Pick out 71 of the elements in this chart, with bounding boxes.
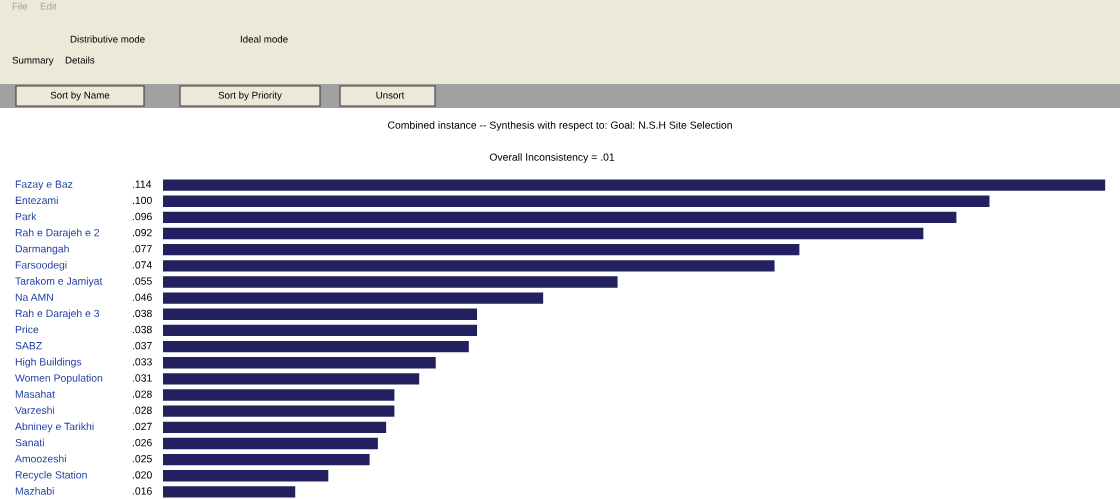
- y-tick-label: SABZ: [15, 341, 42, 350]
- y-tick-label: Farsoodegi: [15, 260, 67, 271]
- bar: [163, 244, 800, 256]
- data-label: .038: [132, 309, 152, 318]
- bar: [163, 276, 618, 288]
- text: Edit: [40, 2, 57, 10]
- y-tick-label: Mazhabi: [15, 487, 54, 495]
- bar: [163, 340, 469, 353]
- y-tick-label: Darmangah: [15, 244, 69, 255]
- bar: [163, 211, 957, 224]
- data-label: .100: [132, 196, 152, 205]
- bar: [163, 486, 296, 498]
- chart-subtitle: Overall Inconsistency = .01: [489, 153, 615, 163]
- data-label: .033: [132, 358, 152, 366]
- data-label: .028: [132, 390, 152, 398]
- data-label: .046: [132, 293, 152, 301]
- text: Sort by Priority: [218, 91, 282, 101]
- data-label: .016: [132, 487, 152, 495]
- text: Sort by Name: [50, 91, 110, 101]
- bar: [163, 227, 924, 240]
- data-label: .092: [132, 228, 152, 237]
- text: Distributive mode: [70, 35, 145, 43]
- bar: [163, 260, 775, 272]
- bar: [163, 437, 378, 450]
- bar: [163, 179, 1106, 191]
- data-label: .096: [132, 212, 152, 221]
- data-label: .026: [132, 438, 152, 447]
- y-tick-label: Rah e Darajeh e 2: [15, 228, 100, 239]
- bar: [163, 405, 395, 417]
- y-tick-label: Entezami: [15, 196, 58, 205]
- y-tick-label: Amoozeshi: [15, 454, 66, 463]
- y-tick-label: Price: [15, 325, 39, 334]
- data-label: .025: [132, 455, 152, 463]
- text: Summary: [12, 56, 54, 66]
- bar: [163, 292, 544, 304]
- bar: [163, 389, 395, 401]
- data-label: .037: [132, 341, 152, 350]
- data-label: .077: [132, 245, 152, 253]
- text: Ideal mode: [240, 35, 288, 43]
- bar: [163, 373, 420, 385]
- bar: [163, 195, 990, 207]
- text: Unsort: [376, 91, 405, 99]
- y-tick-label: Varzeshi: [15, 406, 55, 414]
- y-tick-label: Recycle Station: [15, 470, 87, 481]
- text: Details: [65, 56, 95, 64]
- data-label: .114: [132, 180, 152, 188]
- data-label: .074: [132, 261, 152, 269]
- y-tick-label: Abniney e Tarikhi: [15, 422, 94, 433]
- data-label: .020: [132, 471, 152, 479]
- y-tick-label: Sanati: [15, 438, 44, 447]
- bar: [163, 470, 329, 482]
- data-label: .028: [132, 406, 152, 414]
- bar: [163, 453, 370, 466]
- bar: [163, 324, 478, 337]
- y-tick-label: Tarakom e Jamiyat: [15, 277, 103, 287]
- data-label: .027: [132, 422, 152, 431]
- data-label: .031: [132, 374, 152, 382]
- y-tick-label: Fazay e Baz: [15, 180, 73, 190]
- text: File: [12, 2, 28, 10]
- y-tick-label: High Buildings: [15, 357, 82, 368]
- bar: [163, 421, 387, 433]
- data-label: .055: [132, 277, 152, 285]
- y-tick-label: Rah e Darajeh e 3: [15, 309, 100, 320]
- bar: [163, 308, 478, 320]
- y-tick-label: Na AMN: [15, 293, 53, 301]
- bar: [163, 357, 436, 369]
- data-label: .038: [132, 325, 152, 334]
- y-tick-label: Women Population: [15, 374, 103, 384]
- chart-title: Combined instance -- Synthesis with respect to: Goal: N.S.H Site Selection: [388, 121, 732, 131]
- y-tick-label: Park: [15, 212, 37, 221]
- y-tick-label: Masahat: [15, 390, 55, 398]
